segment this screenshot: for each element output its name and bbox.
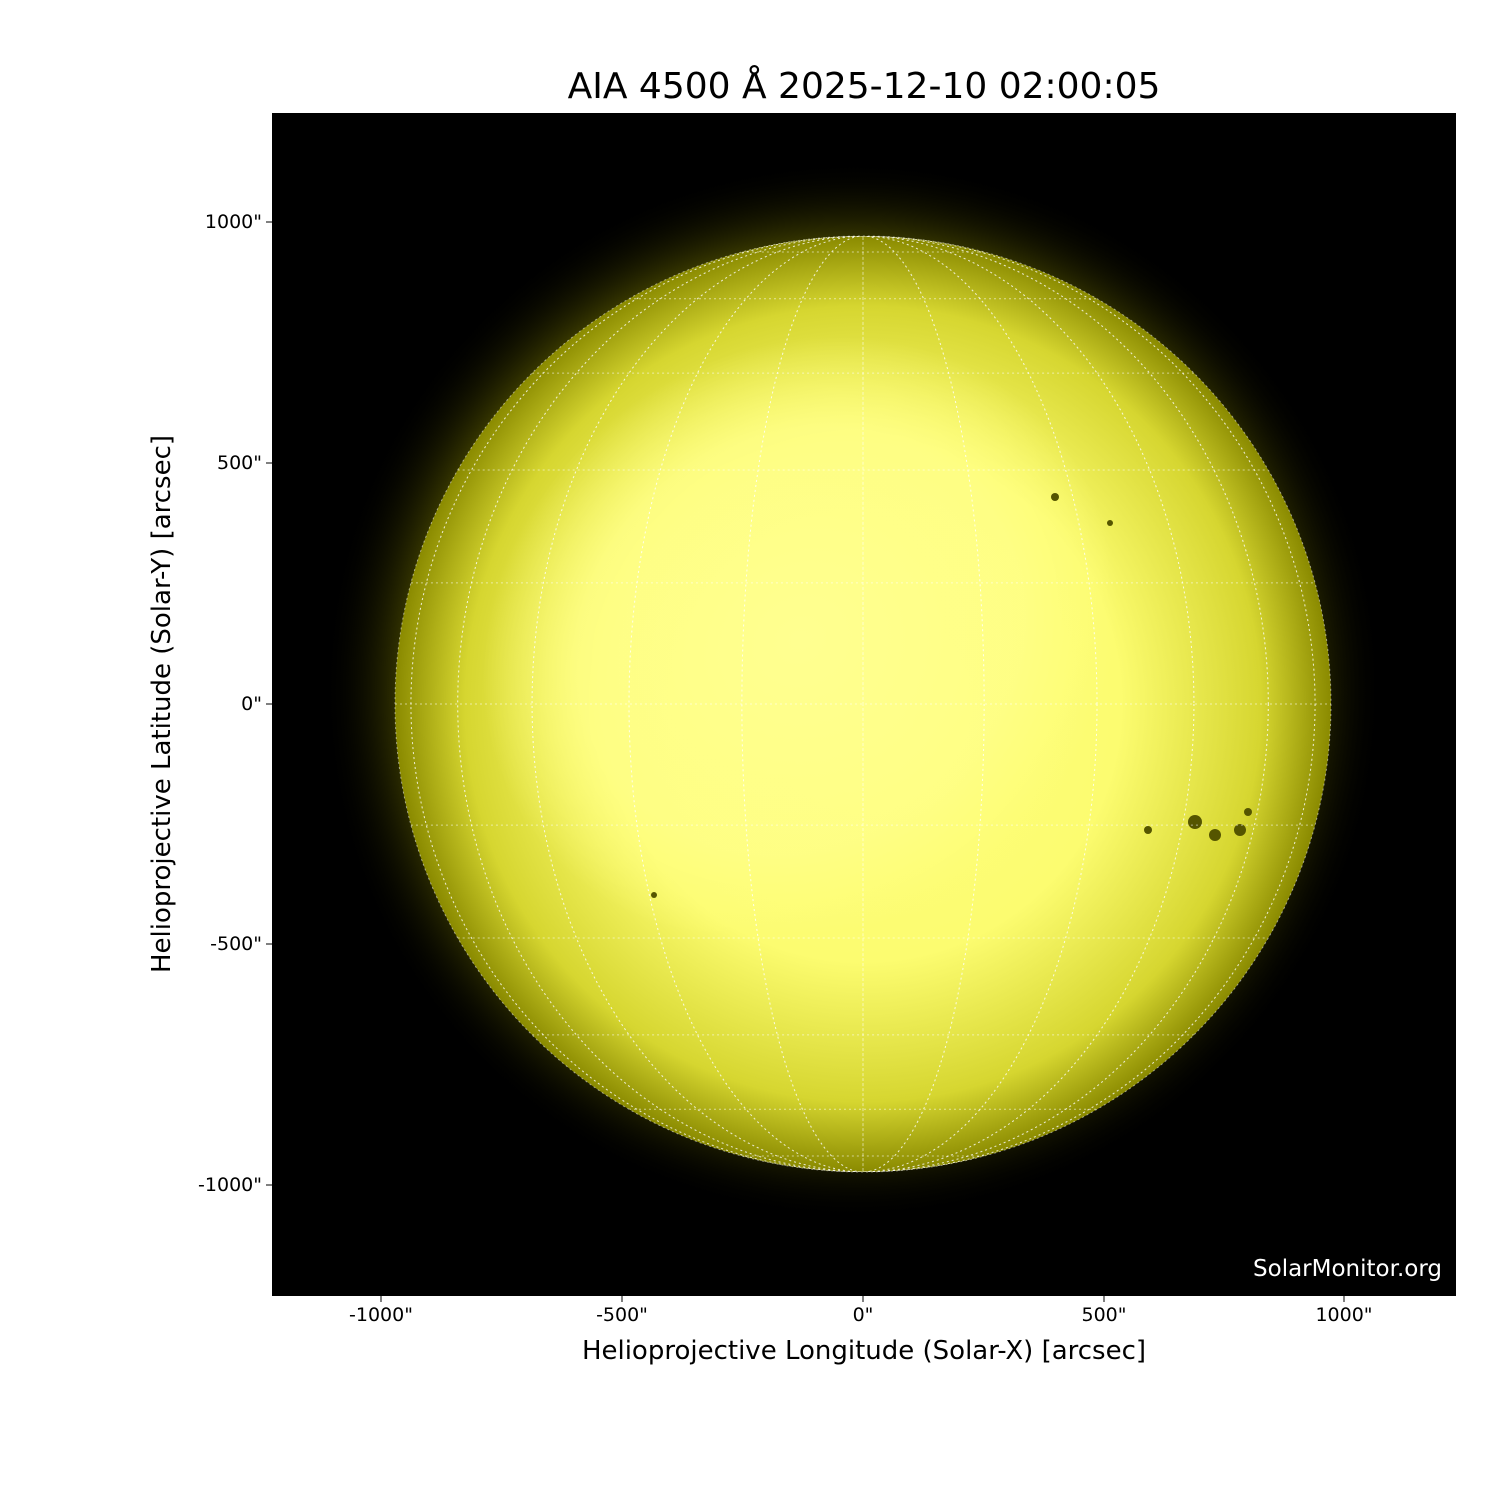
x-axis-label: Helioprojective Longitude (Solar-X) [arc… <box>581 1336 1147 1366</box>
sunspot-group <box>651 493 1252 898</box>
longitude-line <box>457 236 1269 1172</box>
limb-outline <box>394 235 1332 1173</box>
x-tick-label: 500" <box>1081 1304 1127 1326</box>
plot-title: AIA 4500 Å 2025-12-10 02:00:05 <box>567 66 1161 107</box>
x-tick-label: -1000" <box>349 1304 413 1326</box>
longitude-line <box>410 236 1316 1172</box>
x-tick-label: 0" <box>852 1304 874 1326</box>
x-tick-label: -500" <box>596 1304 648 1326</box>
x-tick-label: 1000" <box>1315 1304 1373 1326</box>
y-axis-label: Helioprojective Latitude (Solar-Y) [arcs… <box>147 434 177 974</box>
y-tick-label: 1000" <box>204 211 262 233</box>
y-tick-label: 500" <box>216 452 262 474</box>
bright-region <box>482 336 1118 944</box>
watermark: SolarMonitor.org <box>1253 1256 1442 1282</box>
y-tick-label: 0" <box>241 693 262 715</box>
longitude-line <box>741 236 985 1172</box>
longitude-line <box>628 236 1098 1172</box>
coordinate-grid <box>395 236 1331 1172</box>
y-tick-label: -1000" <box>198 1174 262 1196</box>
y-tick-label: -500" <box>210 933 262 955</box>
longitude-line <box>531 236 1195 1172</box>
axis-ticks <box>266 221 1345 1302</box>
